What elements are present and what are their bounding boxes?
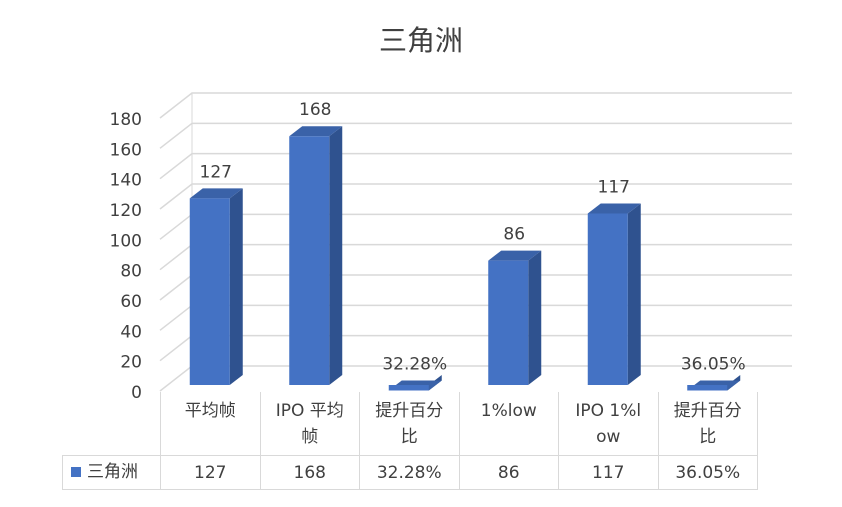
- bar-face: [627, 203, 641, 385]
- bar-face: [528, 250, 542, 385]
- bar-face: [488, 250, 542, 261]
- bar-face: [189, 188, 243, 199]
- data-label: 117: [598, 178, 630, 198]
- grid-line: [159, 183, 792, 210]
- grid-line: [159, 243, 792, 271]
- bar-face: [488, 260, 529, 385]
- grid-line: [159, 274, 792, 301]
- y-tick-label: 40: [120, 322, 142, 342]
- bar-face: [329, 126, 343, 385]
- bar-face: [587, 203, 641, 214]
- y-tick-label: 160: [110, 140, 142, 160]
- bar-face: [229, 188, 243, 385]
- bar-face: [587, 213, 628, 385]
- bar: [189, 188, 243, 385]
- x-tick-label: 平均帧: [160, 392, 260, 455]
- table-cell: 86: [458, 455, 558, 490]
- bar: [687, 375, 741, 391]
- x-tick-label: IPO 平均帧: [259, 392, 360, 455]
- bar-face: [388, 385, 429, 391]
- table-cell: 32.28%: [359, 455, 459, 490]
- legend-entry: 三角洲: [62, 455, 160, 490]
- table-cell: 117: [558, 455, 658, 490]
- table-cell: 168: [259, 455, 359, 490]
- table-cell: 36.05%: [657, 455, 757, 490]
- data-label: 36.05%: [681, 354, 746, 374]
- bar-face: [289, 136, 330, 385]
- chart-title: 三角洲: [379, 24, 463, 57]
- x-tick-label: 1%low: [458, 392, 559, 455]
- data-label: 86: [503, 225, 525, 245]
- bar-face: [687, 385, 728, 391]
- grid-line: [159, 152, 792, 180]
- data-label: 127: [200, 162, 232, 182]
- y-tick-label: 0: [131, 383, 142, 403]
- table-edge: [757, 392, 758, 490]
- bar: [587, 203, 641, 385]
- grid-line: [159, 304, 792, 331]
- y-tick-label: 140: [110, 171, 142, 191]
- legend-label: 三角洲: [87, 462, 138, 482]
- x-tick-label: IPO 1%low: [558, 392, 658, 455]
- legend-swatch: [71, 467, 81, 477]
- bar: [488, 250, 542, 385]
- y-tick-label: 80: [120, 262, 142, 282]
- bar-face: [289, 126, 343, 137]
- x-tick-label: 提升百分比: [359, 392, 459, 455]
- data-label: 168: [299, 100, 331, 120]
- bar-face: [189, 198, 230, 385]
- y-tick-label: 20: [120, 353, 142, 373]
- grid-line: [159, 92, 792, 119]
- x-tick-label: 提升百分比: [657, 392, 758, 455]
- grid-line: [159, 213, 792, 240]
- bar: [289, 126, 343, 385]
- y-tick-label: 100: [110, 231, 142, 251]
- bar: [388, 375, 442, 391]
- y-tick-label: 60: [120, 292, 142, 312]
- y-tick-label: 120: [110, 201, 142, 221]
- y-tick-label: 180: [110, 110, 142, 130]
- data-label: 32.28%: [382, 355, 447, 375]
- table-cell: 127: [160, 455, 260, 490]
- grid-line: [159, 122, 792, 149]
